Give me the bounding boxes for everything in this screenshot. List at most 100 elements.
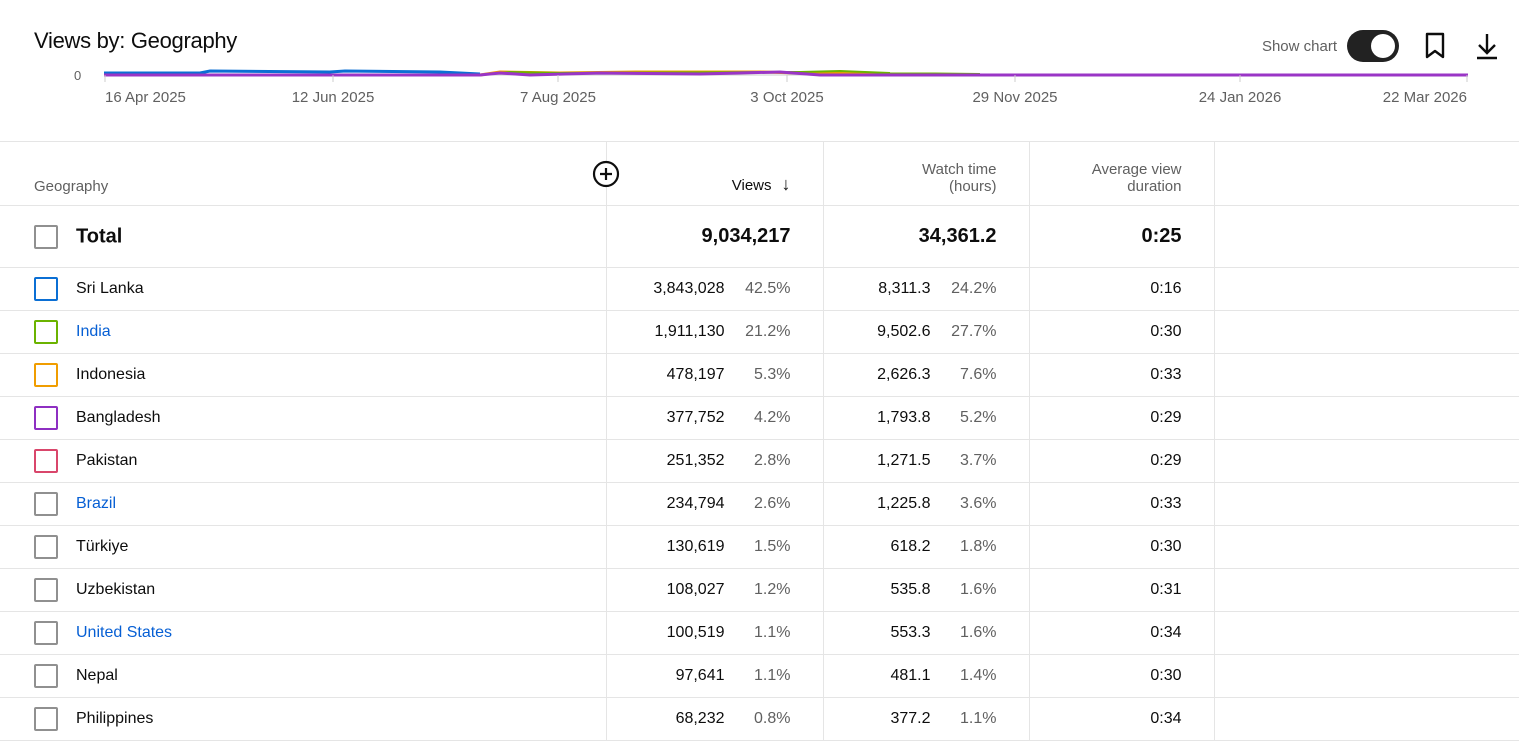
avg-duration-value: 0:31	[1028, 568, 1214, 612]
row-checkbox[interactable]	[34, 363, 58, 387]
views-column-header[interactable]: Views ↓	[605, 141, 823, 206]
row-checkbox[interactable]	[34, 535, 58, 559]
toggle-knob	[1371, 34, 1395, 58]
row-checkbox[interactable]	[34, 578, 58, 602]
watch-time-percent: 24.2%	[951, 280, 997, 297]
views-value: 130,619	[666, 538, 725, 555]
country-name: Uzbekistan	[76, 581, 156, 598]
x-tick-label: 16 Apr 2025	[105, 89, 186, 106]
views-percent: 2.8%	[754, 452, 791, 469]
table-row: Philippines 68,232 0.8% 377.2 1.1% 0:34	[0, 697, 1519, 741]
country-name: Pakistan	[76, 452, 138, 469]
watch-time-percent: 7.6%	[960, 366, 997, 383]
y-axis-zero-label: 0	[74, 68, 82, 83]
x-tick-label: 7 Aug 2025	[520, 89, 596, 106]
row-checkbox[interactable]	[34, 449, 58, 473]
views-value: 3,843,028	[653, 280, 725, 297]
views-percent: 1.1%	[754, 624, 791, 641]
download-button[interactable]	[1473, 30, 1501, 62]
geography-header-label: Geography	[34, 178, 109, 195]
row-checkbox[interactable]	[34, 277, 58, 301]
country-name: Türkiye	[76, 538, 129, 555]
row-checkbox[interactable]	[34, 320, 58, 344]
table-header-row: Geography Views ↓ Watch time (hours) Aver…	[0, 141, 1519, 206]
table-row: Indonesia 478,197 5.3% 2,626.3 7.6% 0:33	[0, 353, 1519, 397]
views-value: 68,232	[675, 710, 725, 727]
show-chart-toggle[interactable]	[1347, 30, 1399, 62]
add-column-icon[interactable]	[592, 160, 620, 188]
country-name[interactable]: India	[76, 323, 111, 340]
table-row: United States 100,519 1.1% 553.3 1.6% 0:34	[0, 611, 1519, 655]
views-percent: 1.5%	[754, 538, 791, 555]
views-percent: 1.2%	[754, 581, 791, 598]
avg-duration-value: 0:34	[1028, 611, 1214, 655]
watch-time-value: 2,626.3	[877, 366, 931, 383]
bookmark-icon	[1425, 32, 1445, 59]
country-name: Sri Lanka	[76, 280, 144, 297]
page-title: Views by: Geography	[34, 28, 238, 53]
avg-duration-value: 0:29	[1028, 396, 1214, 440]
sort-down-arrow-icon: ↓	[781, 174, 791, 194]
row-checkbox[interactable]	[34, 492, 58, 516]
table-row: Türkiye 130,619 1.5% 618.2 1.8% 0:30	[0, 525, 1519, 569]
bookmark-button[interactable]	[1421, 30, 1449, 62]
geography-column-header: Geography	[0, 141, 619, 206]
download-icon	[1477, 34, 1497, 60]
table-row: Nepal 97,641 1.1% 481.1 1.4% 0:30	[0, 654, 1519, 698]
row-checkbox[interactable]	[34, 707, 58, 731]
avg-duration-value: 0:30	[1028, 654, 1214, 698]
x-tick-label: 22 Mar 2026	[1382, 89, 1467, 106]
watch-time-value: 9,502.6	[877, 323, 931, 340]
table-row: Sri Lanka 3,843,028 42.5% 8,311.3 24.2% 0:…	[0, 267, 1519, 311]
views-value: 251,352	[666, 452, 725, 469]
views-value: 377,752	[666, 409, 725, 426]
total-watch-time: 34,361.2	[822, 205, 1029, 268]
row-checkbox[interactable]	[34, 664, 58, 688]
country-name: Philippines	[76, 710, 154, 727]
avg-duration-value: 0:33	[1028, 353, 1214, 397]
watch-time-percent: 3.7%	[960, 452, 997, 469]
country-name[interactable]: United States	[76, 624, 173, 641]
avg-duration-value: 0:16	[1028, 267, 1214, 311]
row-checkbox[interactable]	[34, 621, 58, 645]
views-percent: 0.8%	[754, 710, 791, 727]
series-bangladesh	[104, 70, 1468, 77]
table-row: Bangladesh 377,752 4.2% 1,793.8 5.2% 0:29	[0, 396, 1519, 440]
avg-duration-value: 0:29	[1028, 439, 1214, 483]
total-avg-duration: 0:25	[1028, 205, 1214, 268]
toolbar: Show chart	[1262, 30, 1501, 62]
show-chart-label: Show chart	[1261, 37, 1337, 55]
watch-time-value: 1,793.8	[877, 409, 931, 426]
country-name: Bangladesh	[76, 409, 161, 426]
watch-time-value: 8,311.3	[878, 280, 931, 297]
x-tick-label: 12 Jun 2025	[291, 89, 375, 106]
watch-time-value: 618.2	[890, 538, 931, 555]
country-name[interactable]: Brazil	[76, 495, 117, 512]
row-checkbox[interactable]	[34, 406, 58, 430]
x-tick-label: 3 Oct 2025	[750, 89, 824, 106]
watch-time-value: 553.3	[890, 624, 931, 641]
watch-time-value: 535.8	[890, 581, 931, 598]
views-value: 234,794	[666, 495, 725, 512]
views-value: 100,519	[666, 624, 725, 641]
views-value: 97,641	[675, 667, 725, 684]
avg-duration-value: 0:30	[1028, 310, 1214, 354]
total-label: Total	[76, 225, 123, 247]
watch-time-value: 1,271.5	[877, 452, 931, 469]
x-tick-label: 29 Nov 2025	[972, 89, 1058, 106]
table-row: Pakistan 251,352 2.8% 1,271.5 3.7% 0:29	[0, 439, 1519, 483]
watch-time-column-header[interactable]: Watch time (hours)	[822, 141, 1029, 206]
views-percent: 5.3%	[754, 366, 791, 383]
total-views: 9,034,217	[605, 205, 823, 268]
empty-column	[1213, 141, 1519, 206]
table-row: Brazil 234,794 2.6% 1,225.8 3.6% 0:33	[0, 482, 1519, 526]
views-value: 108,027	[666, 581, 725, 598]
geography-table: Geography Views ↓ Watch time (hours) Aver…	[0, 141, 1519, 741]
watch-time-percent: 1.6%	[960, 624, 997, 641]
total-checkbox[interactable]	[34, 224, 58, 249]
avg-duration-column-header[interactable]: Average view duration	[1028, 141, 1214, 206]
table-row: India 1,911,130 21.2% 9,502.6 27.7% 0:30	[0, 310, 1519, 354]
watch-time-value: 1,225.8	[877, 495, 931, 512]
watch-time-percent: 1.6%	[960, 581, 997, 598]
avg-duration-value: 0:33	[1028, 482, 1214, 526]
